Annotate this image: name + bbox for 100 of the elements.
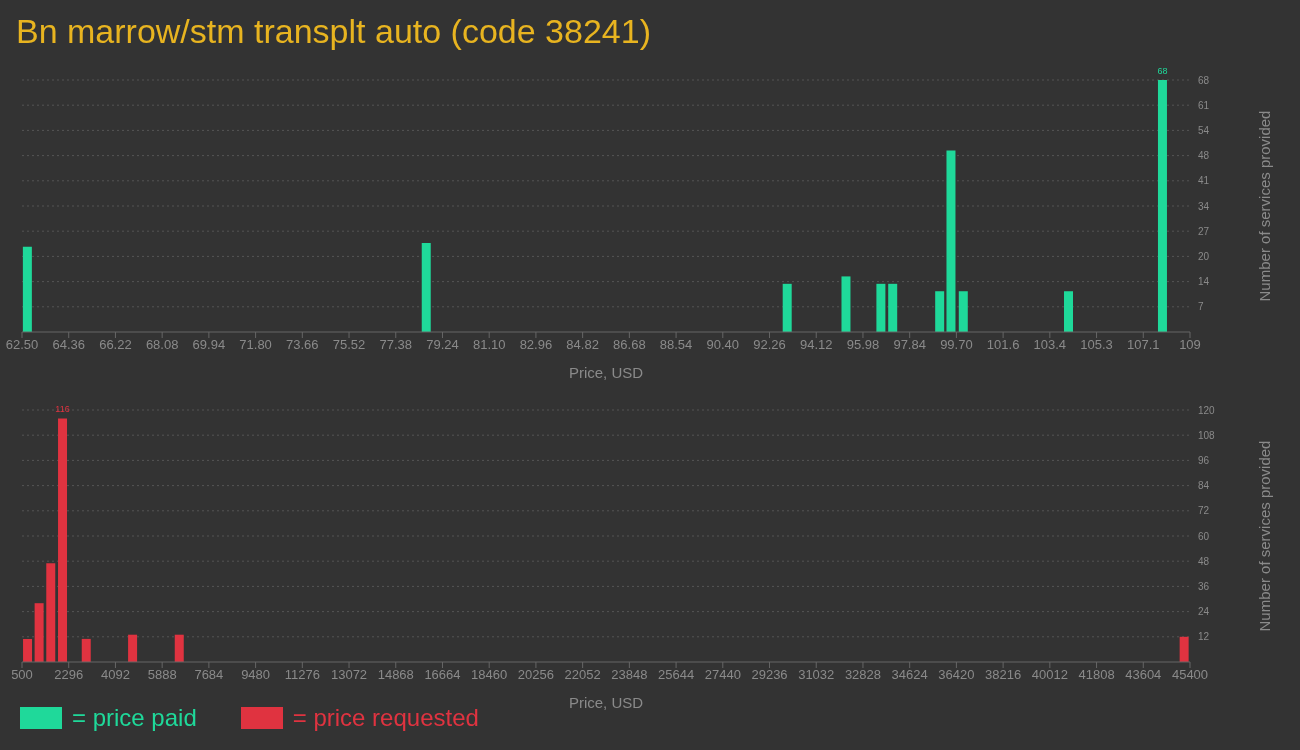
x-tick-label: 99.70 (940, 337, 973, 353)
x-tick-label: 13072 (330, 667, 368, 683)
x-tick-label: 103.4 (1033, 337, 1067, 353)
x-tick-label: 64.36 (52, 337, 85, 353)
y-tick-label: 27 (1198, 225, 1210, 237)
bar (935, 291, 945, 332)
x-tick-label: 38216 (985, 667, 1022, 683)
x-tick-label: 105.3 (1080, 337, 1113, 353)
x-axis-title: Price, USD (568, 694, 644, 711)
x-tick-label: 107.1 (1127, 337, 1160, 353)
y-axis-title: Number of services provided (1255, 440, 1273, 632)
bar (876, 283, 886, 332)
y-tick-label: 7 (1198, 301, 1204, 313)
x-tick-label: 9480 (241, 667, 271, 683)
bar (46, 563, 56, 662)
x-tick-label: 20256 (517, 667, 554, 683)
x-tick-label: 45400 (1171, 667, 1209, 683)
y-tick-label: 61 (1198, 99, 1210, 111)
x-tick-label: 11276 (284, 667, 320, 683)
legend-label: = price requested (292, 704, 479, 732)
x-tick-label: 18460 (471, 667, 508, 683)
y-tick-label: 34 (1198, 200, 1210, 212)
x-tick-label: 23848 (611, 667, 648, 683)
x-tick-label: 27440 (704, 667, 741, 683)
y-axis-title: Number of services provided (1255, 110, 1273, 302)
x-tick-label: 81.10 (472, 337, 506, 353)
bar (81, 638, 91, 662)
x-tick-label: 14868 (377, 667, 414, 683)
x-axis-title: Price, USD (568, 364, 644, 381)
x-tick-label: 92.26 (753, 337, 786, 353)
x-tick-label: 36420 (938, 667, 975, 683)
y-tick-label: 60 (1198, 530, 1210, 542)
x-tick-label: 75.52 (332, 337, 366, 353)
y-tick-label: 68 (1198, 74, 1210, 86)
x-tick-label: 68.08 (145, 337, 179, 353)
bar (782, 283, 792, 332)
x-tick-label: 66.22 (99, 337, 132, 353)
y-tick-label: 84 (1198, 480, 1210, 492)
x-tick-label: 16664 (424, 667, 461, 683)
x-tick-label: 500 (11, 667, 33, 683)
x-tick-label: 94.12 (799, 337, 833, 353)
bar (1179, 636, 1189, 662)
legend-label: = price paid (72, 704, 197, 732)
x-tick-label: 40012 (1031, 667, 1068, 683)
y-tick-label: 41 (1198, 175, 1210, 187)
bar (841, 276, 851, 332)
x-tick-label: 73.66 (286, 337, 319, 353)
x-tick-label: 32828 (844, 667, 882, 683)
x-tick-label: 90.40 (706, 337, 740, 353)
x-tick-label: 5888 (147, 667, 177, 683)
bar (888, 283, 898, 332)
x-tick-label: 97.84 (893, 337, 926, 353)
data-label: 116 (55, 404, 70, 415)
x-tick-label: 95.98 (846, 337, 880, 353)
y-tick-label: 120 (1198, 404, 1216, 416)
x-tick-label: 77.38 (379, 337, 413, 353)
x-tick-label: 79.24 (426, 337, 459, 353)
x-tick-label: 101.6 (986, 337, 1020, 353)
x-tick-label: 41808 (1078, 667, 1115, 683)
x-tick-label: 43604 (1125, 667, 1162, 683)
x-tick-label: 62.50 (5, 337, 39, 353)
x-tick-label: 4092 (100, 667, 130, 683)
y-tick-label: 108 (1198, 429, 1216, 441)
bar (23, 638, 33, 662)
data-label: 68 (1157, 66, 1168, 76)
y-tick-label: 48 (1198, 555, 1210, 567)
y-tick-label: 14 (1198, 276, 1210, 288)
x-tick-label: 109 (1179, 337, 1201, 353)
x-tick-label: 86.68 (613, 337, 646, 353)
x-tick-label: 69.94 (192, 337, 226, 353)
x-tick-label: 29236 (751, 667, 788, 683)
bar (1064, 291, 1074, 332)
y-tick-label: 96 (1198, 454, 1210, 466)
bar (22, 246, 32, 332)
x-tick-label: 25644 (658, 667, 695, 683)
y-tick-label: 36 (1198, 580, 1210, 592)
chart-title: Bn marrow/stm transplt auto (code 38241) (16, 12, 651, 51)
bar (1157, 80, 1167, 332)
x-tick-label: 22052 (564, 667, 601, 683)
y-tick-label: 48 (1198, 150, 1210, 162)
y-tick-label: 72 (1198, 505, 1210, 517)
x-tick-label: 82.96 (519, 337, 553, 353)
bar (174, 634, 184, 662)
x-tick-label: 88.54 (659, 337, 693, 353)
bar (946, 150, 956, 332)
x-tick-label: 84.82 (566, 337, 599, 353)
y-tick-label: 24 (1198, 606, 1210, 618)
x-tick-label: 31032 (798, 667, 835, 683)
bar (128, 634, 138, 662)
y-tick-label: 54 (1198, 124, 1210, 136)
bar (421, 243, 431, 332)
x-tick-label: 2296 (54, 667, 84, 683)
x-tick-label: 71.80 (239, 337, 272, 353)
x-tick-label: 7684 (194, 667, 224, 683)
y-tick-label: 12 (1198, 631, 1210, 643)
bar (34, 603, 44, 662)
bar (58, 418, 68, 662)
x-tick-label: 34624 (891, 667, 928, 683)
bar (958, 291, 968, 332)
y-tick-label: 20 (1198, 250, 1210, 262)
